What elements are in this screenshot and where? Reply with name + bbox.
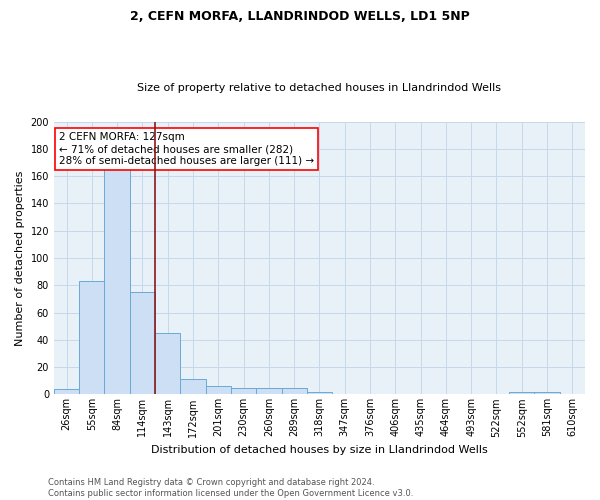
Bar bbox=[206, 386, 231, 394]
Bar bbox=[155, 333, 181, 394]
Bar bbox=[130, 292, 155, 394]
Bar bbox=[535, 392, 560, 394]
Bar bbox=[281, 388, 307, 394]
Bar bbox=[181, 380, 206, 394]
X-axis label: Distribution of detached houses by size in Llandrindod Wells: Distribution of detached houses by size … bbox=[151, 445, 488, 455]
Bar bbox=[509, 392, 535, 394]
Bar bbox=[79, 281, 104, 394]
Bar bbox=[256, 388, 281, 394]
Text: 2 CEFN MORFA: 127sqm
← 71% of detached houses are smaller (282)
28% of semi-deta: 2 CEFN MORFA: 127sqm ← 71% of detached h… bbox=[59, 132, 314, 166]
Title: Size of property relative to detached houses in Llandrindod Wells: Size of property relative to detached ho… bbox=[137, 83, 502, 93]
Bar bbox=[231, 388, 256, 394]
Y-axis label: Number of detached properties: Number of detached properties bbox=[15, 170, 25, 346]
Bar bbox=[104, 170, 130, 394]
Bar bbox=[307, 392, 332, 394]
Text: 2, CEFN MORFA, LLANDRINDOD WELLS, LD1 5NP: 2, CEFN MORFA, LLANDRINDOD WELLS, LD1 5N… bbox=[130, 10, 470, 23]
Text: Contains HM Land Registry data © Crown copyright and database right 2024.
Contai: Contains HM Land Registry data © Crown c… bbox=[48, 478, 413, 498]
Bar bbox=[54, 389, 79, 394]
